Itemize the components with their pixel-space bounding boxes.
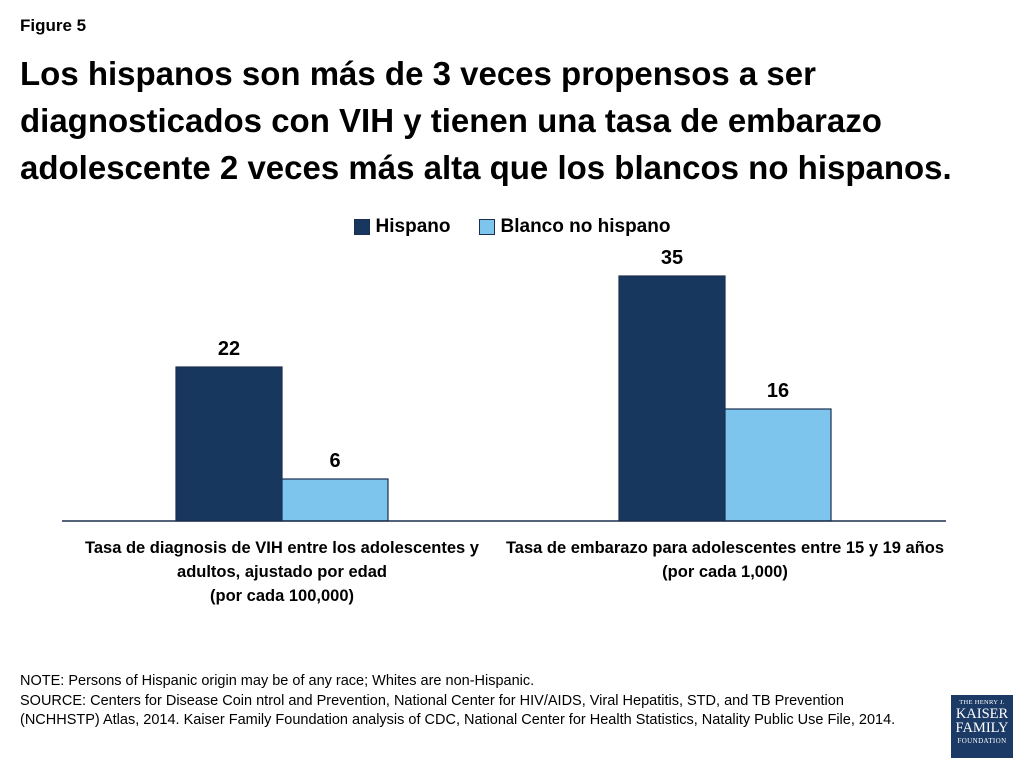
legend-label-blanco: Blanco no hispano [500, 216, 671, 237]
category-label-embarazo: Tasa de embarazo para adolescentes entre… [505, 536, 945, 584]
data-label-embarazo-hispano: 35 [661, 247, 683, 269]
chart-legend: Hispano Blanco no hispano [0, 216, 1024, 238]
category-label-embarazo-main: Tasa de embarazo para adolescentes entre… [505, 539, 945, 557]
logo-line-3: FAMILY [955, 720, 1009, 736]
bar-vih-hispano [175, 366, 283, 522]
logo-line-1: THE HENRY J. [959, 699, 1005, 706]
legend-label-hispano: Hispano [375, 216, 451, 237]
kff-logo: THE HENRY J. KAISER FAMILY FOUNDATION [951, 695, 1013, 758]
chart-title: Los hispanos son más de 3 veces propenso… [20, 55, 952, 186]
logo-line-4: FOUNDATION [957, 737, 1007, 745]
category-label-vih: Tasa de diagnosis de VIH entre los adole… [62, 536, 502, 608]
bar-vih-blanco [281, 478, 389, 522]
category-label-embarazo-unit: (por cada 1,000) [662, 563, 788, 581]
data-label-embarazo-blanco: 16 [767, 380, 789, 402]
footnotes: NOTE: Persons of Hispanic origin may be … [20, 672, 920, 731]
legend-swatch-hispano [353, 219, 370, 235]
data-label-vih-hispano: 22 [218, 338, 240, 360]
category-label-vih-main: Tasa de diagnosis de VIH entre los adole… [84, 539, 479, 581]
source-text: SOURCE: Centers for Disease Coin ntrol a… [20, 692, 896, 729]
legend-swatch-blanco [478, 219, 495, 235]
bar-embarazo-blanco [724, 408, 832, 522]
legend-item-blanco: Blanco no hispano [478, 216, 671, 238]
bar-chart: 22 35 6 16 [62, 247, 946, 522]
category-label-vih-unit: (por cada 100,000) [210, 587, 354, 605]
note-text: NOTE: Persons of Hispanic origin may be … [20, 673, 535, 689]
legend-item-hispano: Hispano [353, 216, 451, 238]
data-label-vih-blanco: 6 [329, 450, 340, 472]
figure-label: Figure 5 [20, 16, 87, 35]
bar-embarazo-hispano [618, 275, 726, 522]
logo-line-2: KAISER [955, 706, 1009, 722]
